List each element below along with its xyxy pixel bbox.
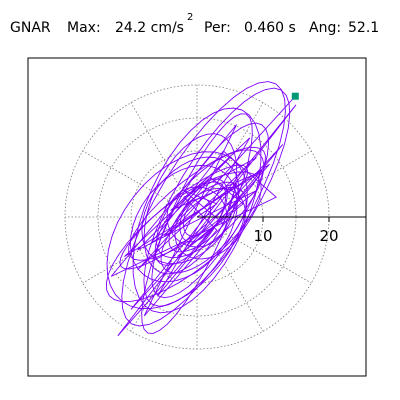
trace-loop (106, 151, 248, 310)
grid-spoke (213, 245, 264, 332)
station-code: GNAR (10, 20, 51, 36)
max-value: 24.2 cm/s (115, 20, 184, 36)
grid-spoke (130, 245, 181, 332)
grid-spoke (82, 233, 169, 284)
angle-value: 52.1 (348, 20, 380, 36)
angle-label: Ang: (309, 20, 342, 36)
motion-trace (105, 81, 297, 337)
trace-loop (151, 122, 269, 299)
period-value: 0.460 s (244, 20, 296, 36)
max-units-exponent: 2 (187, 12, 194, 23)
radial-axis: 10 20 (197, 216, 366, 245)
grid-spoke (130, 102, 181, 189)
radial-tick-label: 20 (319, 227, 338, 245)
grid-spoke (225, 233, 312, 284)
trace-loop (182, 197, 212, 237)
trace-loop (132, 107, 262, 314)
trace-loop (121, 81, 286, 327)
trace-loop (143, 87, 291, 307)
trace-path (110, 95, 297, 337)
radial-tick-label: 10 (253, 227, 272, 245)
trace-loop (129, 164, 238, 283)
max-label: Max: (67, 20, 101, 36)
period-label: Per: (204, 20, 231, 36)
grid-spoke (213, 102, 264, 189)
grid-spoke (82, 150, 169, 201)
peak-marker-group (291, 92, 299, 100)
header-bar: GNAR Max: 24.2 cm/s 2 Per: 0.460 s Ang: … (0, 0, 400, 50)
peak-marker (291, 92, 299, 100)
